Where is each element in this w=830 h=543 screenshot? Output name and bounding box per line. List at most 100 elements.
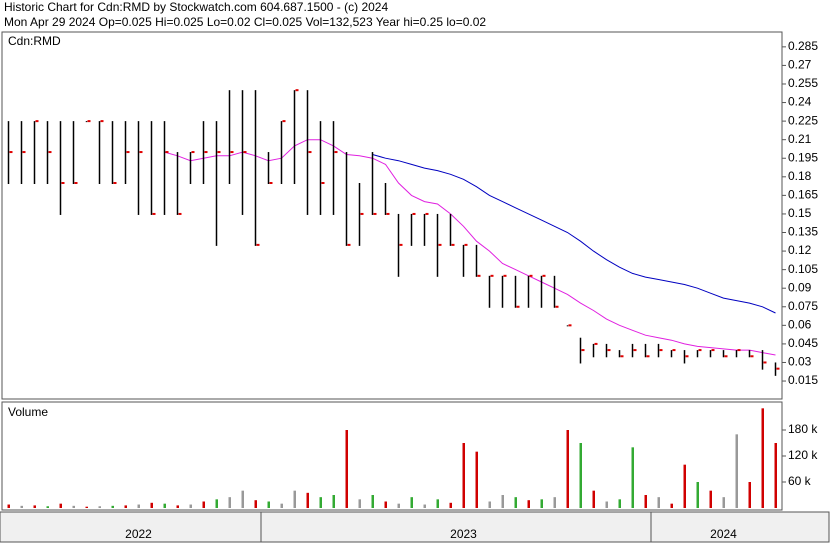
volume-bar [293,490,296,508]
date-axis [0,511,830,543]
volume-bar [605,501,608,508]
volume-bar [631,447,634,508]
y-tick-label: 0.075 [788,299,818,313]
volume-bar [644,495,647,508]
volume-bar [618,499,621,508]
close-mark [126,151,130,154]
volume-bar [722,497,725,508]
volume-bar [683,464,686,508]
volume-bar [228,497,231,508]
close-mark [503,274,507,277]
close-mark [22,151,26,154]
volume-bar [735,434,738,508]
close-mark [87,120,91,123]
volume-bar [98,506,101,508]
close-mark [477,274,481,277]
volume-bar [475,451,478,508]
volume-bar [202,501,205,508]
close-mark [191,151,195,154]
close-mark [9,151,13,154]
volume-bar [163,503,166,508]
volume-bar [423,504,426,508]
close-mark [698,349,702,352]
y-tick-label: 0.135 [788,225,818,239]
volume-bar [410,497,413,508]
close-mark [737,349,741,352]
close-mark [230,151,234,154]
close-mark [321,182,325,185]
volume-bar [241,490,244,508]
close-mark [74,182,78,185]
volume-bar [748,482,751,508]
volume-bar [72,505,75,508]
close-mark [750,355,754,358]
close-mark [646,355,650,358]
close-mark [438,243,442,246]
close-mark [243,151,247,154]
close-mark [633,349,637,352]
y-tick-label: 0.195 [788,150,818,164]
y-tick-label: 0.105 [788,262,818,276]
y-tick-label: 0.225 [788,113,818,127]
y-tick-label: 0.285 [788,39,818,53]
x-tick-label: 2022 [125,527,152,541]
close-mark [555,305,559,308]
y-tick-label: 120 k [788,448,818,462]
volume-bar [553,497,556,508]
close-mark [672,349,676,352]
volume-bar [488,501,491,508]
volume-bar [384,501,387,508]
close-mark [724,355,728,358]
price-panel [1,31,783,400]
volume-bar [137,504,140,508]
y-tick-label: 180 k [788,422,818,436]
close-mark [659,349,663,352]
volume-bar [449,502,452,508]
volume-bar [46,506,49,508]
close-mark [139,151,143,154]
close-mark [490,274,494,277]
close-mark [425,212,429,215]
volume-bar [306,492,309,508]
y-tick-label: 0.27 [788,58,812,72]
volume-bar [280,503,283,508]
close-mark [100,120,104,123]
y-tick-label: 60 k [788,474,812,488]
close-mark [581,349,585,352]
volume-bar [254,500,257,508]
price-label: Cdn:RMD [8,34,61,48]
volume-bar [85,506,88,508]
volume-bar [592,490,595,508]
close-mark [386,212,390,215]
volume-bar [709,490,712,508]
close-mark [61,182,65,185]
y-tick-label: 0.24 [788,95,812,109]
volume-bar [462,443,465,508]
close-mark [399,243,403,246]
close-mark [451,243,455,246]
close-mark [308,151,312,154]
volume-bar [670,503,673,508]
close-mark [620,355,624,358]
volume-bar [215,499,218,508]
x-tick-label: 2024 [710,527,737,541]
y-tick-label: 0.015 [788,373,818,387]
close-mark [685,355,689,358]
y-tick-label: 0.09 [788,280,812,294]
close-mark [568,324,572,327]
y-tick-label: 0.15 [788,206,812,220]
volume-bar [566,430,569,508]
volume-bar [657,497,660,508]
y-tick-label: 0.21 [788,132,812,146]
close-mark [594,342,598,345]
volume-bar [267,501,270,508]
y-tick-label: 0.18 [788,169,812,183]
volume-bar [319,497,322,508]
close-mark [35,120,39,123]
close-mark [256,243,260,246]
volume-label: Volume [8,405,48,419]
close-mark [373,212,377,215]
close-mark [776,367,780,370]
